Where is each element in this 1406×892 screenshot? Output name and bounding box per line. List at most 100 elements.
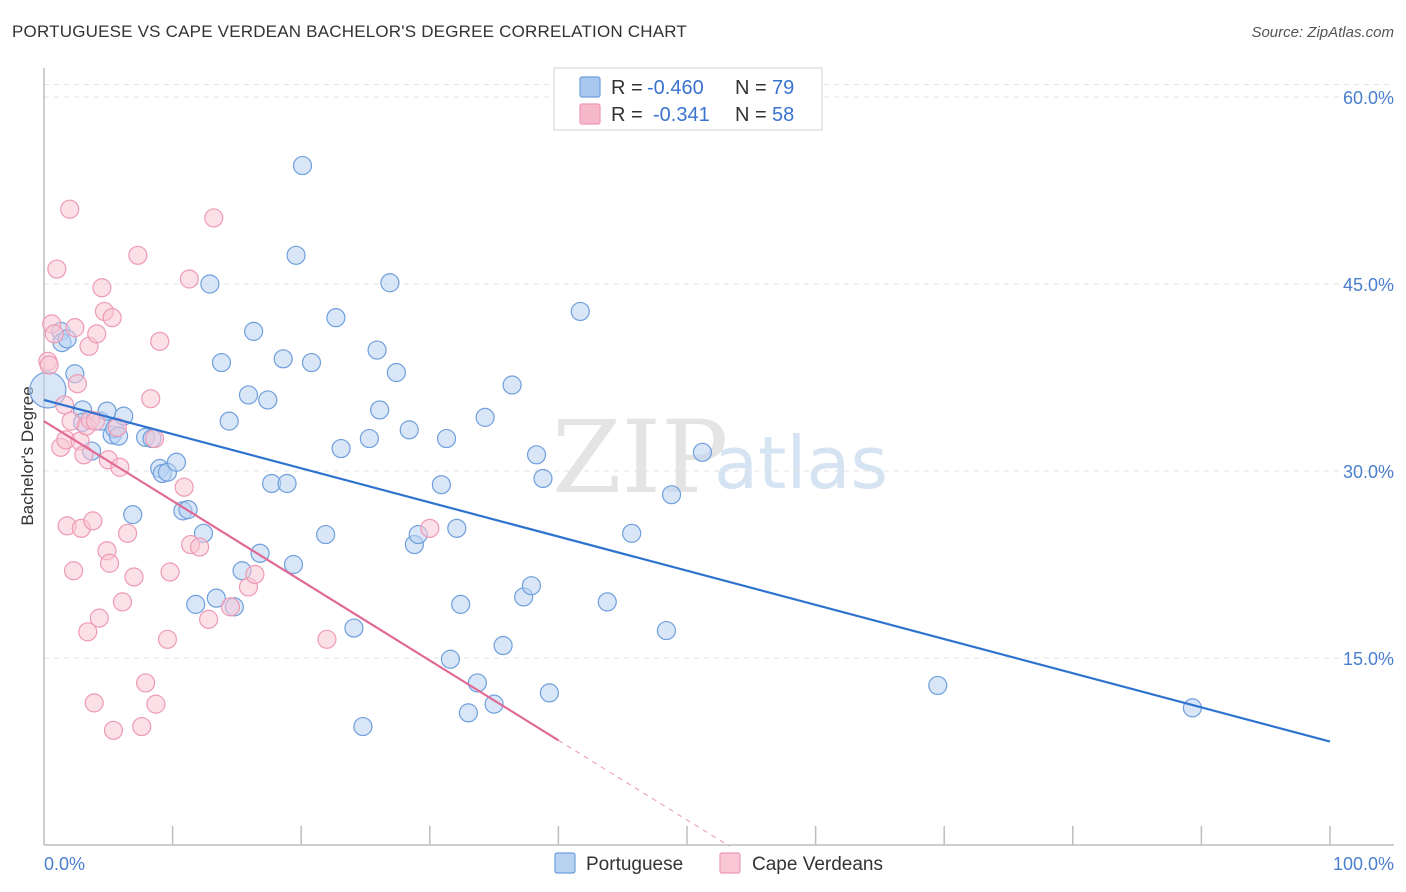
cape-verdean-point bbox=[174, 477, 194, 497]
x-tick-label-max: 100.0% bbox=[1333, 854, 1394, 874]
legend-r-label-cape-verdeans: R = bbox=[611, 104, 643, 126]
portuguese-point bbox=[326, 308, 346, 328]
portuguese-point bbox=[211, 352, 232, 373]
portuguese-point bbox=[436, 428, 457, 449]
portuguese-point bbox=[273, 349, 293, 369]
y-tick-label-30: 30.0% bbox=[1343, 462, 1394, 482]
cape-verdean-point bbox=[78, 622, 98, 642]
portuguese-point bbox=[301, 352, 322, 373]
portuguese-point bbox=[539, 683, 559, 703]
cape-verdean-point bbox=[44, 324, 64, 344]
cape-verdean-point bbox=[117, 523, 138, 543]
cape-verdean-point bbox=[199, 609, 219, 629]
legend-n-label-cape-verdeans: N = bbox=[735, 104, 767, 126]
portuguese-point bbox=[353, 716, 373, 737]
portuguese-point bbox=[283, 554, 304, 575]
series-cape-verdeans-points bbox=[38, 199, 440, 740]
portuguese-point bbox=[200, 274, 220, 294]
cape-verdean-point bbox=[160, 562, 180, 582]
portuguese-point bbox=[493, 635, 513, 656]
cape-verdean-point bbox=[84, 693, 104, 713]
watermark-atlas: atlas bbox=[714, 421, 888, 505]
source-credit: Source: ZipAtlas.com bbox=[1251, 24, 1394, 41]
portuguese-point bbox=[447, 518, 467, 538]
cape-verdean-point bbox=[65, 318, 85, 338]
portuguese-point bbox=[186, 594, 206, 614]
bottom-legend-swatch-cape-verdeans bbox=[719, 852, 741, 874]
cape-verdean-point bbox=[47, 259, 67, 279]
cape-verdean-point bbox=[89, 608, 109, 628]
trend-lines bbox=[43, 398, 1331, 847]
portuguese-point bbox=[292, 155, 313, 176]
portuguese-point bbox=[692, 442, 713, 462]
portuguese-trend-line bbox=[43, 398, 1331, 743]
y-tick-label-45: 45.0% bbox=[1343, 275, 1394, 295]
cape-verdean-point bbox=[204, 208, 224, 228]
x-tick-label-min: 0.0% bbox=[44, 854, 85, 874]
cape-verdean-point bbox=[112, 592, 133, 612]
portuguese-point bbox=[521, 576, 541, 596]
legend-swatch-cape-verdeans bbox=[579, 103, 601, 125]
cape-verdean-point bbox=[190, 537, 210, 557]
series-portuguese-points bbox=[29, 155, 1202, 737]
cape-verdean-point bbox=[102, 308, 122, 328]
cape-verdean-point bbox=[85, 411, 106, 431]
cape-verdean-point bbox=[135, 673, 156, 693]
portuguese-point bbox=[661, 485, 682, 505]
cape-verdean-point bbox=[220, 597, 241, 617]
portuguese-point bbox=[484, 694, 504, 714]
portuguese-point bbox=[123, 505, 143, 525]
portuguese-point bbox=[928, 675, 948, 696]
data-points bbox=[29, 155, 1202, 740]
axes bbox=[43, 68, 1394, 846]
portuguese-point bbox=[258, 390, 278, 410]
x-ticks bbox=[171, 826, 1331, 845]
cape-verdean-point bbox=[63, 561, 84, 581]
portuguese-point bbox=[656, 620, 677, 641]
portuguese-point bbox=[533, 468, 553, 489]
portuguese-point bbox=[1182, 698, 1202, 718]
y-tick-label-60: 60.0% bbox=[1343, 88, 1394, 108]
cape-verdean-point bbox=[144, 428, 165, 449]
cape-verdean-point bbox=[245, 564, 265, 585]
legend-n-value-portuguese: 79 bbox=[772, 77, 794, 99]
cape-verdean-trend-extension bbox=[558, 739, 730, 847]
portuguese-point bbox=[331, 438, 351, 459]
bottom-legend-label-cape-verdeans: Cape Verdeans bbox=[752, 854, 883, 875]
cape-verdean-point bbox=[128, 245, 148, 265]
cape-verdean-point bbox=[87, 324, 107, 344]
portuguese-point bbox=[451, 594, 471, 614]
cape-verdean-point bbox=[92, 278, 112, 298]
cape-verdean-point bbox=[420, 518, 440, 538]
cape-verdean-point bbox=[179, 269, 199, 289]
bottom-legend-swatch-portuguese bbox=[554, 852, 576, 874]
y-tick-label-15: 15.0% bbox=[1343, 649, 1394, 669]
portuguese-point bbox=[206, 588, 226, 608]
portuguese-point bbox=[219, 411, 239, 431]
portuguese-point bbox=[344, 618, 364, 638]
chart-title: PORTUGUESE VS CAPE VERDEAN BACHELOR'S DE… bbox=[12, 22, 688, 41]
legend-n-value-cape-verdeans: 58 bbox=[772, 104, 794, 126]
portuguese-point bbox=[166, 452, 187, 472]
bottom-legend-label-portuguese: Portuguese bbox=[586, 854, 683, 875]
portuguese-point bbox=[440, 649, 460, 669]
portuguese-point bbox=[431, 475, 451, 495]
cape-verdean-point bbox=[83, 511, 103, 531]
portuguese-point bbox=[359, 428, 379, 449]
cape-verdean-point bbox=[124, 567, 144, 587]
legend-n-label-portuguese: N = bbox=[735, 77, 767, 99]
y-axis-title: Bachelor's Degree bbox=[18, 386, 37, 525]
portuguese-point bbox=[475, 407, 495, 427]
portuguese-point bbox=[244, 321, 264, 341]
cape-verdean-point bbox=[103, 720, 124, 740]
portuguese-point bbox=[570, 301, 590, 322]
legend-r-label-portuguese: R = bbox=[611, 77, 643, 99]
cape-verdean-point bbox=[60, 199, 80, 219]
portuguese-point bbox=[526, 445, 547, 465]
cape-verdean-point bbox=[146, 694, 166, 714]
cape-verdean-point bbox=[99, 553, 120, 573]
portuguese-point bbox=[380, 273, 400, 293]
portuguese-point bbox=[316, 524, 336, 545]
legend-r-value-portuguese: -0.460 bbox=[647, 77, 704, 99]
